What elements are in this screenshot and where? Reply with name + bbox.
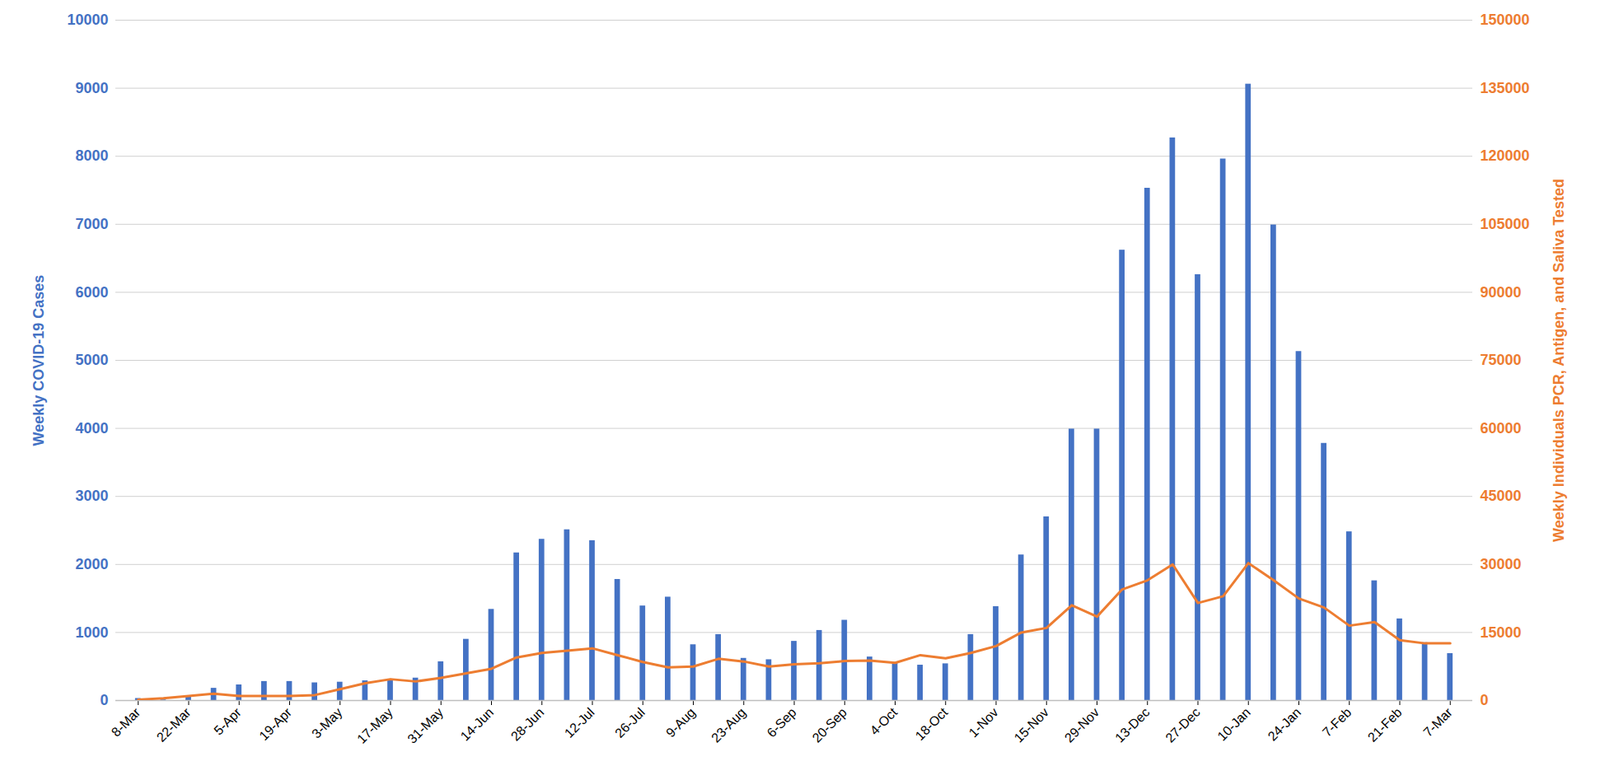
svg-text:15-Nov: 15-Nov	[1010, 705, 1051, 745]
svg-text:19-Apr: 19-Apr	[256, 705, 295, 744]
svg-text:3000: 3000	[74, 487, 108, 505]
svg-text:31-May: 31-May	[404, 705, 446, 747]
svg-text:23-Aug: 23-Aug	[708, 705, 749, 746]
svg-text:6-Sep: 6-Sep	[764, 705, 800, 740]
svg-text:9000: 9000	[74, 79, 108, 97]
svg-text:4-Oct: 4-Oct	[867, 705, 901, 739]
svg-text:90000: 90000	[1480, 284, 1522, 301]
svg-text:5-Apr: 5-Apr	[210, 705, 244, 739]
svg-text:7-Feb: 7-Feb	[1319, 705, 1355, 740]
svg-text:7000: 7000	[74, 215, 108, 233]
svg-text:22-Mar: 22-Mar	[154, 705, 194, 745]
svg-text:29-Nov: 29-Nov	[1061, 705, 1102, 745]
svg-text:9-Aug: 9-Aug	[663, 705, 698, 740]
svg-text:Weekly COVID-19 Cases: Weekly COVID-19 Cases	[30, 275, 47, 447]
svg-text:150000: 150000	[1480, 11, 1530, 29]
svg-text:20-Sep: 20-Sep	[809, 705, 850, 746]
svg-text:1000: 1000	[74, 624, 108, 641]
svg-text:60000: 60000	[1480, 420, 1522, 437]
svg-text:4000: 4000	[74, 420, 108, 437]
svg-text:15000: 15000	[1480, 624, 1522, 641]
svg-text:10000: 10000	[66, 11, 108, 29]
svg-text:8-Mar: 8-Mar	[108, 705, 144, 740]
svg-text:8000: 8000	[74, 147, 108, 164]
svg-text:26-Jul: 26-Jul	[612, 705, 648, 741]
svg-text:14-Jun: 14-Jun	[458, 705, 497, 744]
svg-text:12-Jul: 12-Jul	[561, 705, 598, 741]
svg-text:24-Jan: 24-Jan	[1265, 705, 1305, 744]
svg-text:75000: 75000	[1480, 351, 1522, 369]
svg-text:0: 0	[99, 692, 108, 709]
svg-text:1-Nov: 1-Nov	[966, 705, 1002, 740]
svg-text:45000: 45000	[1480, 487, 1522, 505]
svg-text:2000: 2000	[74, 556, 108, 573]
svg-text:6000: 6000	[74, 284, 108, 301]
svg-text:0: 0	[1480, 692, 1489, 709]
svg-text:Weekly Individuals PCR, Antige: Weekly Individuals PCR, Antigen, and Sal…	[1550, 178, 1568, 543]
svg-text:5000: 5000	[74, 351, 108, 369]
svg-text:18-Oct: 18-Oct	[912, 705, 951, 744]
svg-text:7-Mar: 7-Mar	[1420, 705, 1455, 740]
svg-text:17-May: 17-May	[354, 705, 396, 747]
svg-text:10-Jan: 10-Jan	[1214, 705, 1254, 744]
svg-text:3-May: 3-May	[308, 705, 345, 741]
svg-text:120000: 120000	[1480, 147, 1530, 164]
svg-text:30000: 30000	[1480, 556, 1522, 573]
svg-text:105000: 105000	[1480, 215, 1530, 233]
svg-text:135000: 135000	[1480, 79, 1530, 97]
svg-text:13-Dec: 13-Dec	[1112, 705, 1152, 745]
svg-text:28-Jun: 28-Jun	[508, 705, 548, 744]
svg-text:27-Dec: 27-Dec	[1162, 705, 1203, 745]
svg-text:21-Feb: 21-Feb	[1365, 705, 1405, 745]
